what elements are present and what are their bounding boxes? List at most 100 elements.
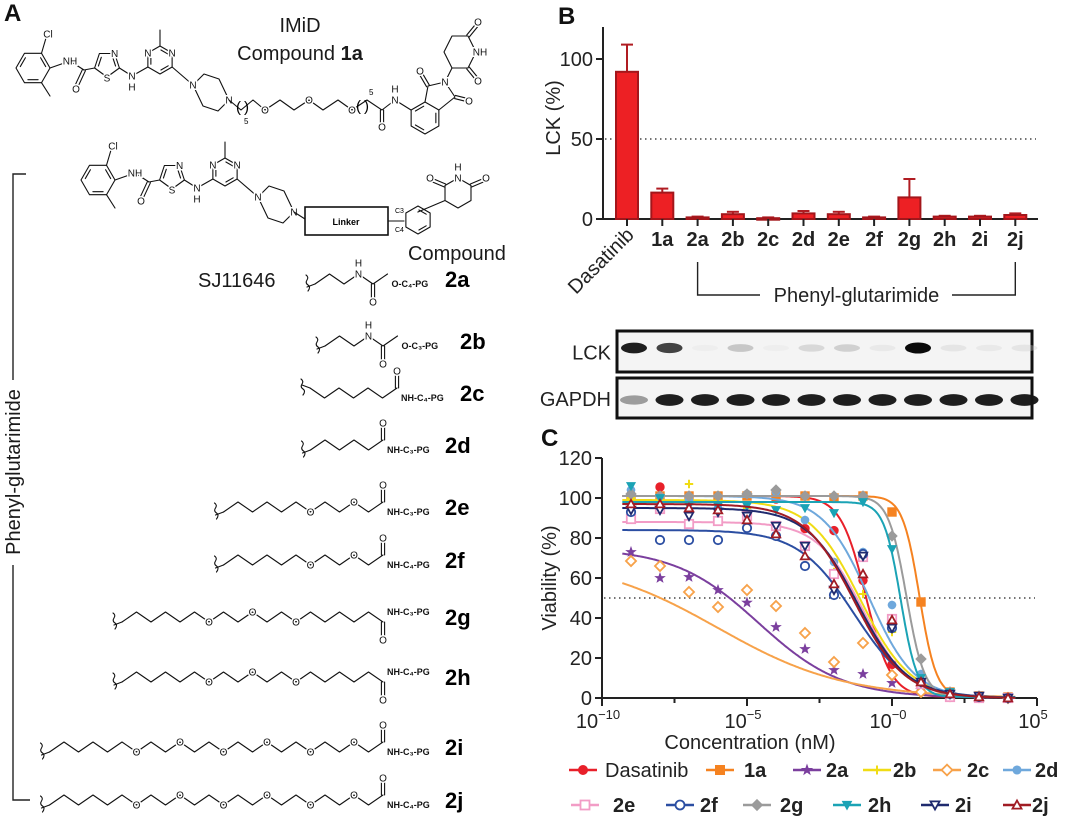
methyl — [40, 82, 51, 97]
legend-marker — [750, 798, 764, 812]
bond — [118, 67, 133, 77]
wavy-bond — [305, 274, 311, 292]
data-point — [769, 599, 783, 613]
pyrimidine-ring — [212, 157, 238, 187]
double-bond — [40, 57, 47, 68]
legend-marker — [928, 800, 942, 812]
bar-2g — [897, 196, 922, 220]
data-point — [741, 513, 753, 525]
double-bond — [75, 68, 84, 85]
data-point — [741, 522, 753, 534]
data-point — [798, 626, 812, 640]
atom-label: O — [137, 197, 145, 208]
atom-label: O — [220, 801, 228, 812]
atom-label: NH — [473, 48, 487, 59]
linker-chain — [222, 554, 384, 566]
data-point — [711, 600, 725, 614]
wavy-bond — [300, 378, 306, 396]
atom-label: N — [290, 208, 297, 219]
data-point — [712, 515, 724, 527]
atom-label: O — [379, 721, 387, 732]
data-point — [828, 490, 840, 502]
bar-2e — [826, 213, 851, 220]
x-tick-label: 10−10 — [576, 707, 620, 733]
legend-label: 1a — [744, 760, 767, 782]
blot-band — [656, 342, 683, 354]
thiazole-ring — [94, 52, 120, 78]
atom-label: O — [205, 678, 213, 689]
legend-label: 2i — [955, 795, 972, 817]
imid-label: IMiD — [279, 15, 320, 37]
double-bond — [421, 72, 430, 86]
data-point — [712, 583, 724, 595]
atom-label: O — [307, 508, 315, 519]
atom-label: N — [391, 96, 398, 107]
fit-curve — [622, 552, 1016, 699]
double-bond — [419, 74, 428, 88]
atom-label: O — [379, 636, 387, 647]
x-tick-label: Dasatinib — [564, 224, 639, 299]
bar-2a — [685, 216, 710, 220]
data-point — [683, 570, 695, 582]
piperazine-ring — [257, 185, 295, 224]
data-point — [683, 511, 695, 523]
bond — [196, 178, 214, 189]
atom-label: O — [292, 678, 300, 689]
data-point — [654, 534, 666, 546]
legend-label: 2a — [826, 760, 849, 782]
data-point — [770, 527, 782, 539]
atom-label: O — [307, 561, 315, 572]
atom-label: O — [249, 668, 257, 679]
double-bond — [105, 169, 112, 180]
y-tick-label: 100 — [560, 49, 593, 71]
fit-curve — [622, 495, 1016, 699]
bond — [40, 37, 47, 54]
data-point — [973, 690, 985, 702]
legend-marker — [800, 763, 814, 776]
legend-item-2a: 2a — [793, 760, 849, 782]
x-tick-label: 2i — [972, 229, 989, 251]
legend-item-2g: 2g — [743, 795, 803, 817]
data-point — [799, 541, 811, 553]
data-point — [625, 545, 637, 557]
linker-chain — [48, 794, 384, 806]
tick-exponent: −10 — [598, 707, 620, 722]
atom-label: O — [307, 801, 315, 812]
compound-id-label: 2f — [445, 548, 465, 573]
bar-2f — [862, 216, 887, 220]
linker-chain — [121, 671, 384, 683]
bond — [114, 172, 136, 181]
x-tick-label: 2h — [933, 229, 956, 251]
linker-terminal: NH-C₄-PG — [387, 560, 430, 570]
bond — [134, 172, 150, 183]
atom-label: O — [263, 738, 271, 749]
data-point — [654, 497, 666, 509]
blot-row-label: LCK — [572, 343, 612, 365]
bar-Dasatinib — [615, 70, 639, 220]
double-bond — [140, 180, 149, 197]
blot-band — [834, 344, 860, 352]
x-tick-label: 2g — [898, 229, 921, 251]
blot-band — [727, 344, 754, 352]
atom-label: Cl — [43, 30, 52, 41]
y-axis-label: Viability (%) — [539, 525, 561, 630]
data-point — [770, 484, 782, 496]
double-bond — [432, 177, 447, 185]
data-point — [828, 577, 840, 589]
double-bond — [469, 177, 484, 185]
fit-curve — [622, 529, 1016, 699]
blot-band — [939, 394, 968, 406]
marker-asterisk — [800, 515, 810, 525]
linker-terminal: NH-C₄-PG — [401, 393, 444, 403]
y-tick-label: 60 — [570, 568, 592, 590]
x-tick-label: 1a — [651, 229, 674, 251]
data-point — [799, 549, 811, 561]
group-bracket — [696, 262, 1016, 296]
wavy-bond — [300, 440, 306, 458]
atom-label: O — [426, 174, 434, 185]
legend-label: 2b — [893, 760, 916, 782]
bond — [40, 804, 51, 809]
series-2c — [621, 554, 1016, 705]
double-bond — [19, 57, 26, 68]
